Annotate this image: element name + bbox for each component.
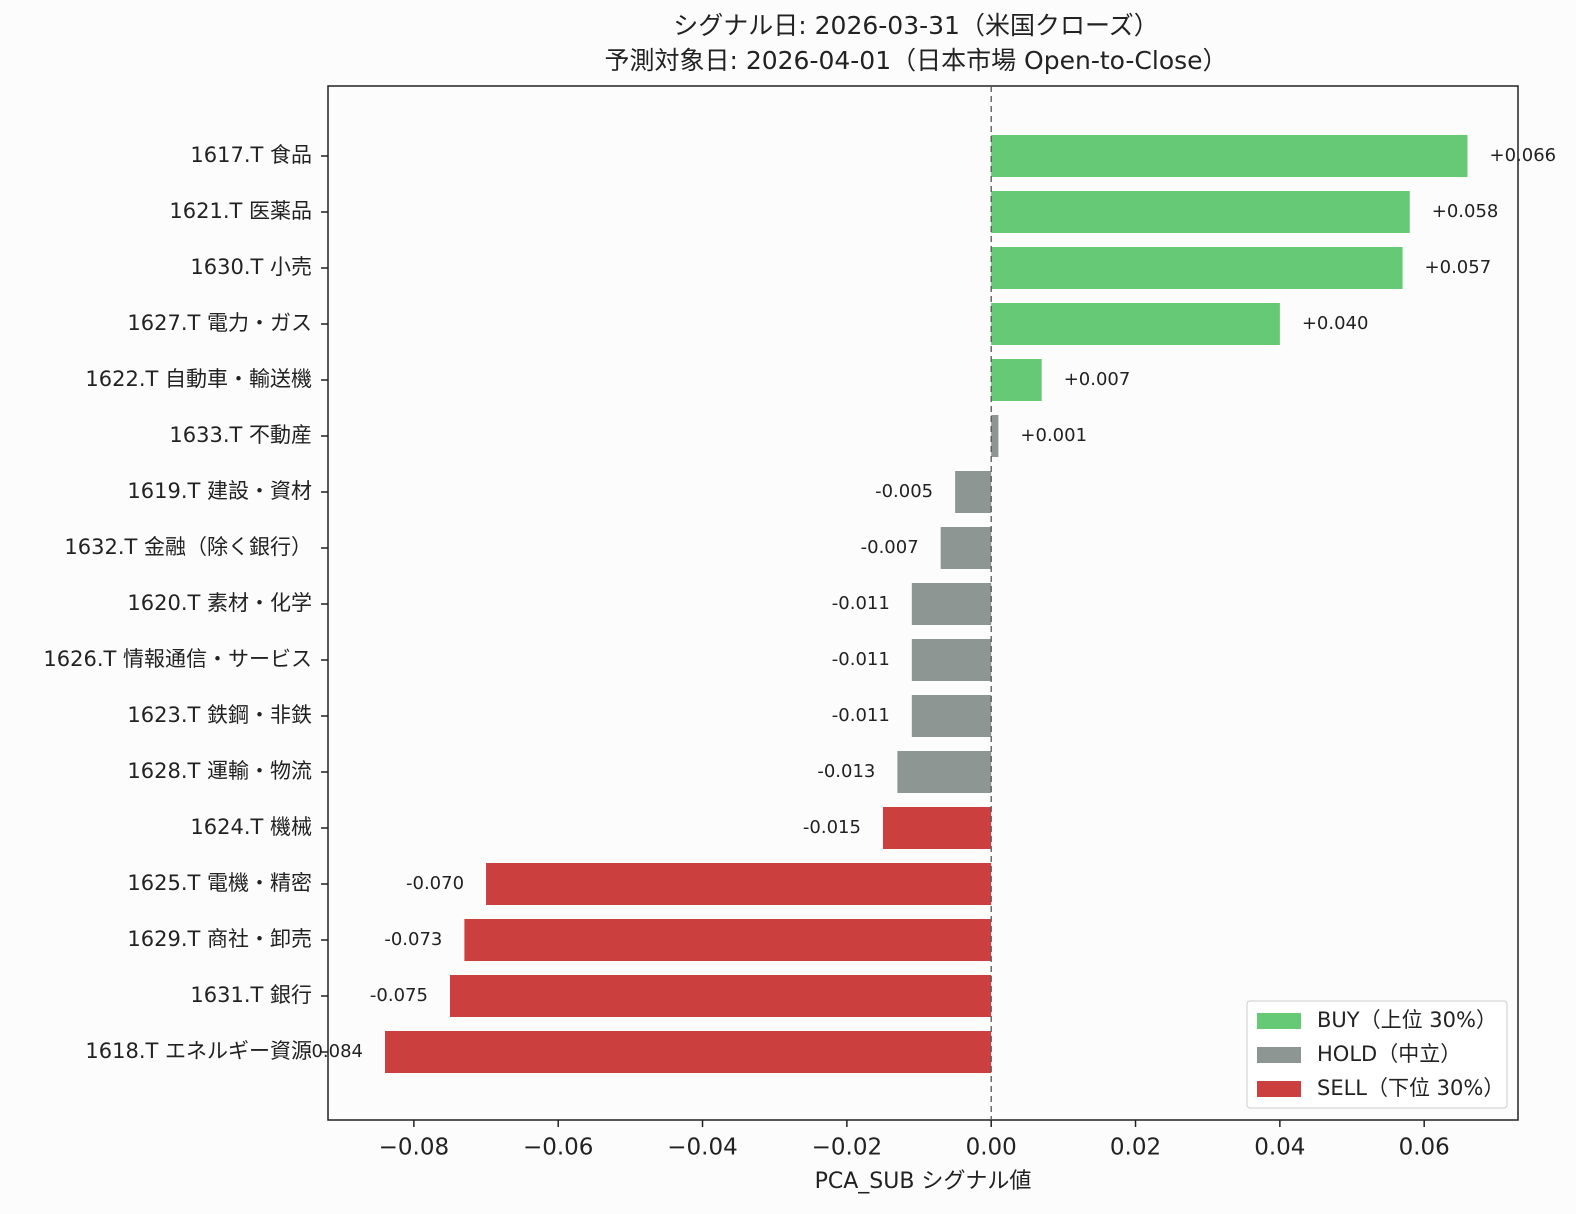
y-tick-label: 1624.T 機械 bbox=[190, 815, 312, 839]
value-label: -0.011 bbox=[832, 593, 890, 614]
value-label: -0.005 bbox=[875, 481, 933, 502]
legend-label: BUY（上位 30%） bbox=[1317, 1008, 1497, 1032]
x-tick-label: −0.04 bbox=[667, 1135, 737, 1161]
bar bbox=[911, 583, 992, 625]
chart-title: シグナル日: 2026-03-31（米国クローズ） bbox=[673, 11, 1158, 40]
value-label: -0.007 bbox=[861, 537, 919, 558]
bar bbox=[897, 751, 992, 793]
bar bbox=[991, 135, 1468, 177]
y-tick-label: 1632.T 金融（除く銀行） bbox=[64, 535, 312, 559]
y-tick-label: 1617.T 食品 bbox=[190, 143, 312, 167]
value-label: +0.007 bbox=[1064, 369, 1131, 390]
value-label: +0.057 bbox=[1425, 257, 1492, 278]
bar bbox=[882, 807, 992, 849]
chart-subtitle: 予測対象日: 2026-04-01（日本市場 Open-to-Close） bbox=[604, 46, 1227, 75]
value-label: -0.011 bbox=[832, 705, 890, 726]
y-tick-label: 1633.T 不動産 bbox=[169, 423, 312, 447]
value-label: +0.066 bbox=[1489, 145, 1556, 166]
y-tick-label: 1620.T 素材・化学 bbox=[127, 591, 312, 615]
y-tick-label: 1626.T 情報通信・サービス bbox=[43, 647, 312, 671]
y-tick-label: 1628.T 運輸・物流 bbox=[127, 759, 312, 783]
x-tick-label: 0.00 bbox=[966, 1135, 1017, 1161]
legend-swatch bbox=[1257, 1013, 1301, 1029]
bar bbox=[991, 191, 1410, 233]
bar bbox=[911, 695, 992, 737]
value-label: -0.073 bbox=[384, 929, 442, 950]
x-axis-label: PCA_SUB シグナル値 bbox=[815, 1169, 1032, 1194]
bar bbox=[449, 975, 992, 1017]
legend-label: SELL（下位 30%） bbox=[1317, 1076, 1504, 1100]
x-tick-label: −0.08 bbox=[379, 1135, 449, 1161]
y-tick-label: 1627.T 電力・ガス bbox=[127, 311, 312, 335]
value-label: +0.001 bbox=[1020, 425, 1087, 446]
x-tick-label: 0.02 bbox=[1110, 1135, 1161, 1161]
y-tick-label: 1622.T 自動車・輸送機 bbox=[85, 367, 312, 391]
y-tick-label: 1618.T エネルギー資源 bbox=[85, 1039, 312, 1063]
bar bbox=[464, 919, 992, 961]
value-label: -0.011 bbox=[832, 649, 890, 670]
bar bbox=[991, 247, 1403, 289]
bar bbox=[991, 415, 999, 457]
legend-swatch bbox=[1257, 1081, 1301, 1097]
bar bbox=[486, 863, 992, 905]
x-tick-label: −0.02 bbox=[812, 1135, 882, 1161]
x-tick-label: 0.04 bbox=[1254, 1135, 1305, 1161]
y-tick-label: 1631.T 銀行 bbox=[190, 983, 312, 1007]
legend-label: HOLD（中立） bbox=[1317, 1042, 1461, 1066]
value-label: -0.070 bbox=[406, 873, 464, 894]
value-label: -0.075 bbox=[370, 985, 428, 1006]
bar bbox=[991, 359, 1042, 401]
bar bbox=[911, 639, 992, 681]
bar bbox=[991, 303, 1280, 345]
bar bbox=[385, 1031, 992, 1073]
y-tick-label: 1619.T 建設・資材 bbox=[127, 479, 312, 503]
bar bbox=[955, 471, 992, 513]
legend-swatch bbox=[1257, 1047, 1301, 1063]
legend-box bbox=[1246, 1000, 1508, 1109]
y-tick-label: 1629.T 商社・卸売 bbox=[127, 927, 312, 951]
y-tick-label: 1625.T 電機・精密 bbox=[127, 871, 312, 895]
value-label: -0.084 bbox=[305, 1041, 363, 1062]
value-label: +0.058 bbox=[1432, 201, 1499, 222]
bar bbox=[940, 527, 992, 569]
y-tick-label: 1621.T 医薬品 bbox=[169, 199, 312, 223]
value-label: -0.013 bbox=[817, 761, 875, 782]
y-tick-label: 1630.T 小売 bbox=[190, 255, 312, 279]
value-label: +0.040 bbox=[1302, 313, 1369, 334]
y-tick-label: 1623.T 鉄鋼・非鉄 bbox=[127, 703, 312, 727]
x-tick-label: −0.06 bbox=[523, 1135, 593, 1161]
x-tick-label: 0.06 bbox=[1399, 1135, 1450, 1161]
value-label: -0.015 bbox=[803, 817, 861, 838]
